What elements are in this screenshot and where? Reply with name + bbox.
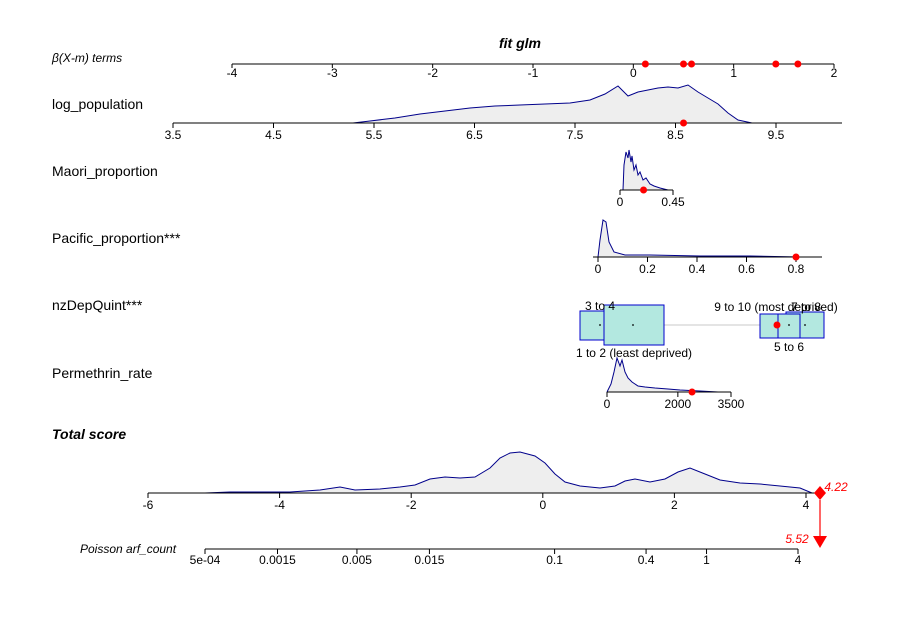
- row-label-maori-proportion: Maori_proportion: [52, 163, 158, 179]
- total-score-label: Total score: [52, 426, 126, 442]
- poisson-axis-tick-label: 0.0015: [259, 553, 296, 567]
- total-score-marker: [814, 486, 826, 500]
- total-score-axis-tick-label: -6: [143, 498, 154, 512]
- row-label-log-population: log_population: [52, 96, 143, 112]
- permethrin-density-line: [606, 356, 719, 393]
- poisson-axis-tick-label: 4: [795, 553, 802, 567]
- permethrin-rate-row: 0 2000 3500: [604, 356, 745, 411]
- poisson-axis-tick-label: 5e-04: [190, 553, 221, 567]
- pacific-point: [792, 253, 800, 261]
- nzdep-category-label: 1 to 2 (least deprived): [576, 346, 692, 360]
- beta-label: β(X-m) terms: [51, 51, 122, 65]
- maori-axis-tick-label: 0: [617, 195, 624, 209]
- beta-axis-tick-label: 1: [730, 66, 737, 80]
- poisson-axis-tick-label: 0.005: [342, 553, 372, 567]
- row-label-nzdepquint: nzDepQuint***: [52, 297, 143, 313]
- beta-point: [688, 60, 696, 68]
- nzdep-category-label: 5 to 6: [774, 340, 804, 354]
- row-label-pacific-proportion: Pacific_proportion***: [52, 230, 181, 246]
- total-score-axis-tick-label: -2: [406, 498, 417, 512]
- pacific-axis-tick-label: 0.2: [639, 262, 656, 276]
- maori-axis-tick-label: 0.45: [661, 195, 685, 209]
- total-score-axis-tick-label: 2: [671, 498, 678, 512]
- permethrin-density-fill: [607, 358, 718, 392]
- beta-axis: -4 -3 -2 -1 0 1 2: [227, 60, 838, 80]
- log-population-axis-tick-label: 8.5: [667, 128, 684, 142]
- nzdep-box-center: [788, 324, 790, 326]
- nzdepquint-row: 1 to 2 (least deprived) 3 to 4 9 to 10 (mo…: [576, 299, 838, 360]
- beta-axis-tick-label: -3: [327, 66, 338, 80]
- nzdep-box: [777, 313, 801, 339]
- maori-point: [640, 186, 648, 194]
- total-score-axis-tick-label: 4: [803, 498, 810, 512]
- pacific-density-line: [597, 219, 815, 258]
- beta-point: [680, 60, 687, 68]
- log-population-density-line: [352, 84, 753, 124]
- beta-axis-tick-label: 2: [831, 66, 838, 80]
- poisson-axis-tick-label: 0.4: [638, 553, 655, 567]
- total-score-row: -6 -4 -2 0 2 4 4.22: [143, 451, 848, 540]
- total-score-density-line: [204, 451, 813, 494]
- log-population-axis-tick-label: 3.5: [165, 128, 182, 142]
- nzdep-point: [773, 321, 781, 329]
- chart-title: fit glm: [499, 35, 541, 51]
- nzdep-box: [603, 304, 665, 346]
- beta-point: [641, 60, 649, 68]
- total-score-density-fill: [205, 452, 812, 493]
- pacific-proportion-row: 0 0.2 0.4 0.6 0.8: [593, 219, 822, 276]
- pacific-axis-tick-label: 0.6: [738, 262, 755, 276]
- poisson-axis-tick-label: 1: [703, 553, 710, 567]
- pacific-density-fill: [598, 220, 815, 257]
- beta-axis-tick-label: -4: [227, 66, 238, 80]
- pacific-axis-tick-label: 0.4: [689, 262, 706, 276]
- maori-density-line: [622, 149, 669, 191]
- beta-axis-tick-label: -2: [427, 66, 438, 80]
- beta-axis-tick-label: -1: [528, 66, 539, 80]
- poisson-marker: [813, 536, 827, 548]
- total-score-axis-tick-label: 0: [539, 498, 546, 512]
- poisson-axis-tick-label: 0.015: [414, 553, 444, 567]
- poisson-row: 5e-04 0.0015 0.005 0.015 0.1 0.4 1 4 5.52: [190, 532, 827, 567]
- nzdep-box-center: [599, 324, 601, 326]
- beta-point: [794, 60, 802, 68]
- nzdep-category-label: 7 to 8: [791, 300, 821, 314]
- poisson-axis-tick-label: 0.1: [546, 553, 563, 567]
- permethrin-axis-tick-label: 2000: [665, 397, 692, 411]
- log-population-row: 3.5 4.5 5.5 6.5 7.5 8.5 9.5: [165, 84, 842, 142]
- log-population-point: [680, 119, 688, 127]
- total-score-value: 4.22: [824, 480, 848, 494]
- nzdep-category-label: 9 to 10 (most deprived): [714, 300, 837, 314]
- permethrin-axis-tick-label: 3500: [718, 397, 745, 411]
- row-label-permethrin-rate: Permethrin_rate: [52, 365, 153, 381]
- log-population-axis-tick-label: 5.5: [366, 128, 383, 142]
- nzdep-box-center: [632, 324, 634, 326]
- total-score-axis-tick-label: -4: [274, 498, 285, 512]
- pacific-axis-tick-label: 0.8: [788, 262, 805, 276]
- log-population-axis-tick-label: 7.5: [567, 128, 584, 142]
- beta-point: [772, 60, 780, 68]
- maori-proportion-row: 0 0.45: [617, 149, 685, 209]
- poisson-value: 5.52: [785, 532, 809, 546]
- permethrin-axis-tick-label: 0: [604, 397, 611, 411]
- pacific-axis-tick-label: 0: [595, 262, 602, 276]
- maori-density-fill: [623, 150, 668, 190]
- log-population-axis-tick-label: 6.5: [466, 128, 483, 142]
- poisson-label: Poisson arf_count: [80, 542, 177, 556]
- permethrin-point: [688, 388, 696, 396]
- nzdep-box-center: [804, 324, 806, 326]
- beta-axis-tick-label: 0: [630, 66, 637, 80]
- nzdep-category-label: 3 to 4: [585, 299, 615, 313]
- log-population-axis-tick-label: 4.5: [265, 128, 282, 142]
- log-population-axis-tick-label: 9.5: [768, 128, 785, 142]
